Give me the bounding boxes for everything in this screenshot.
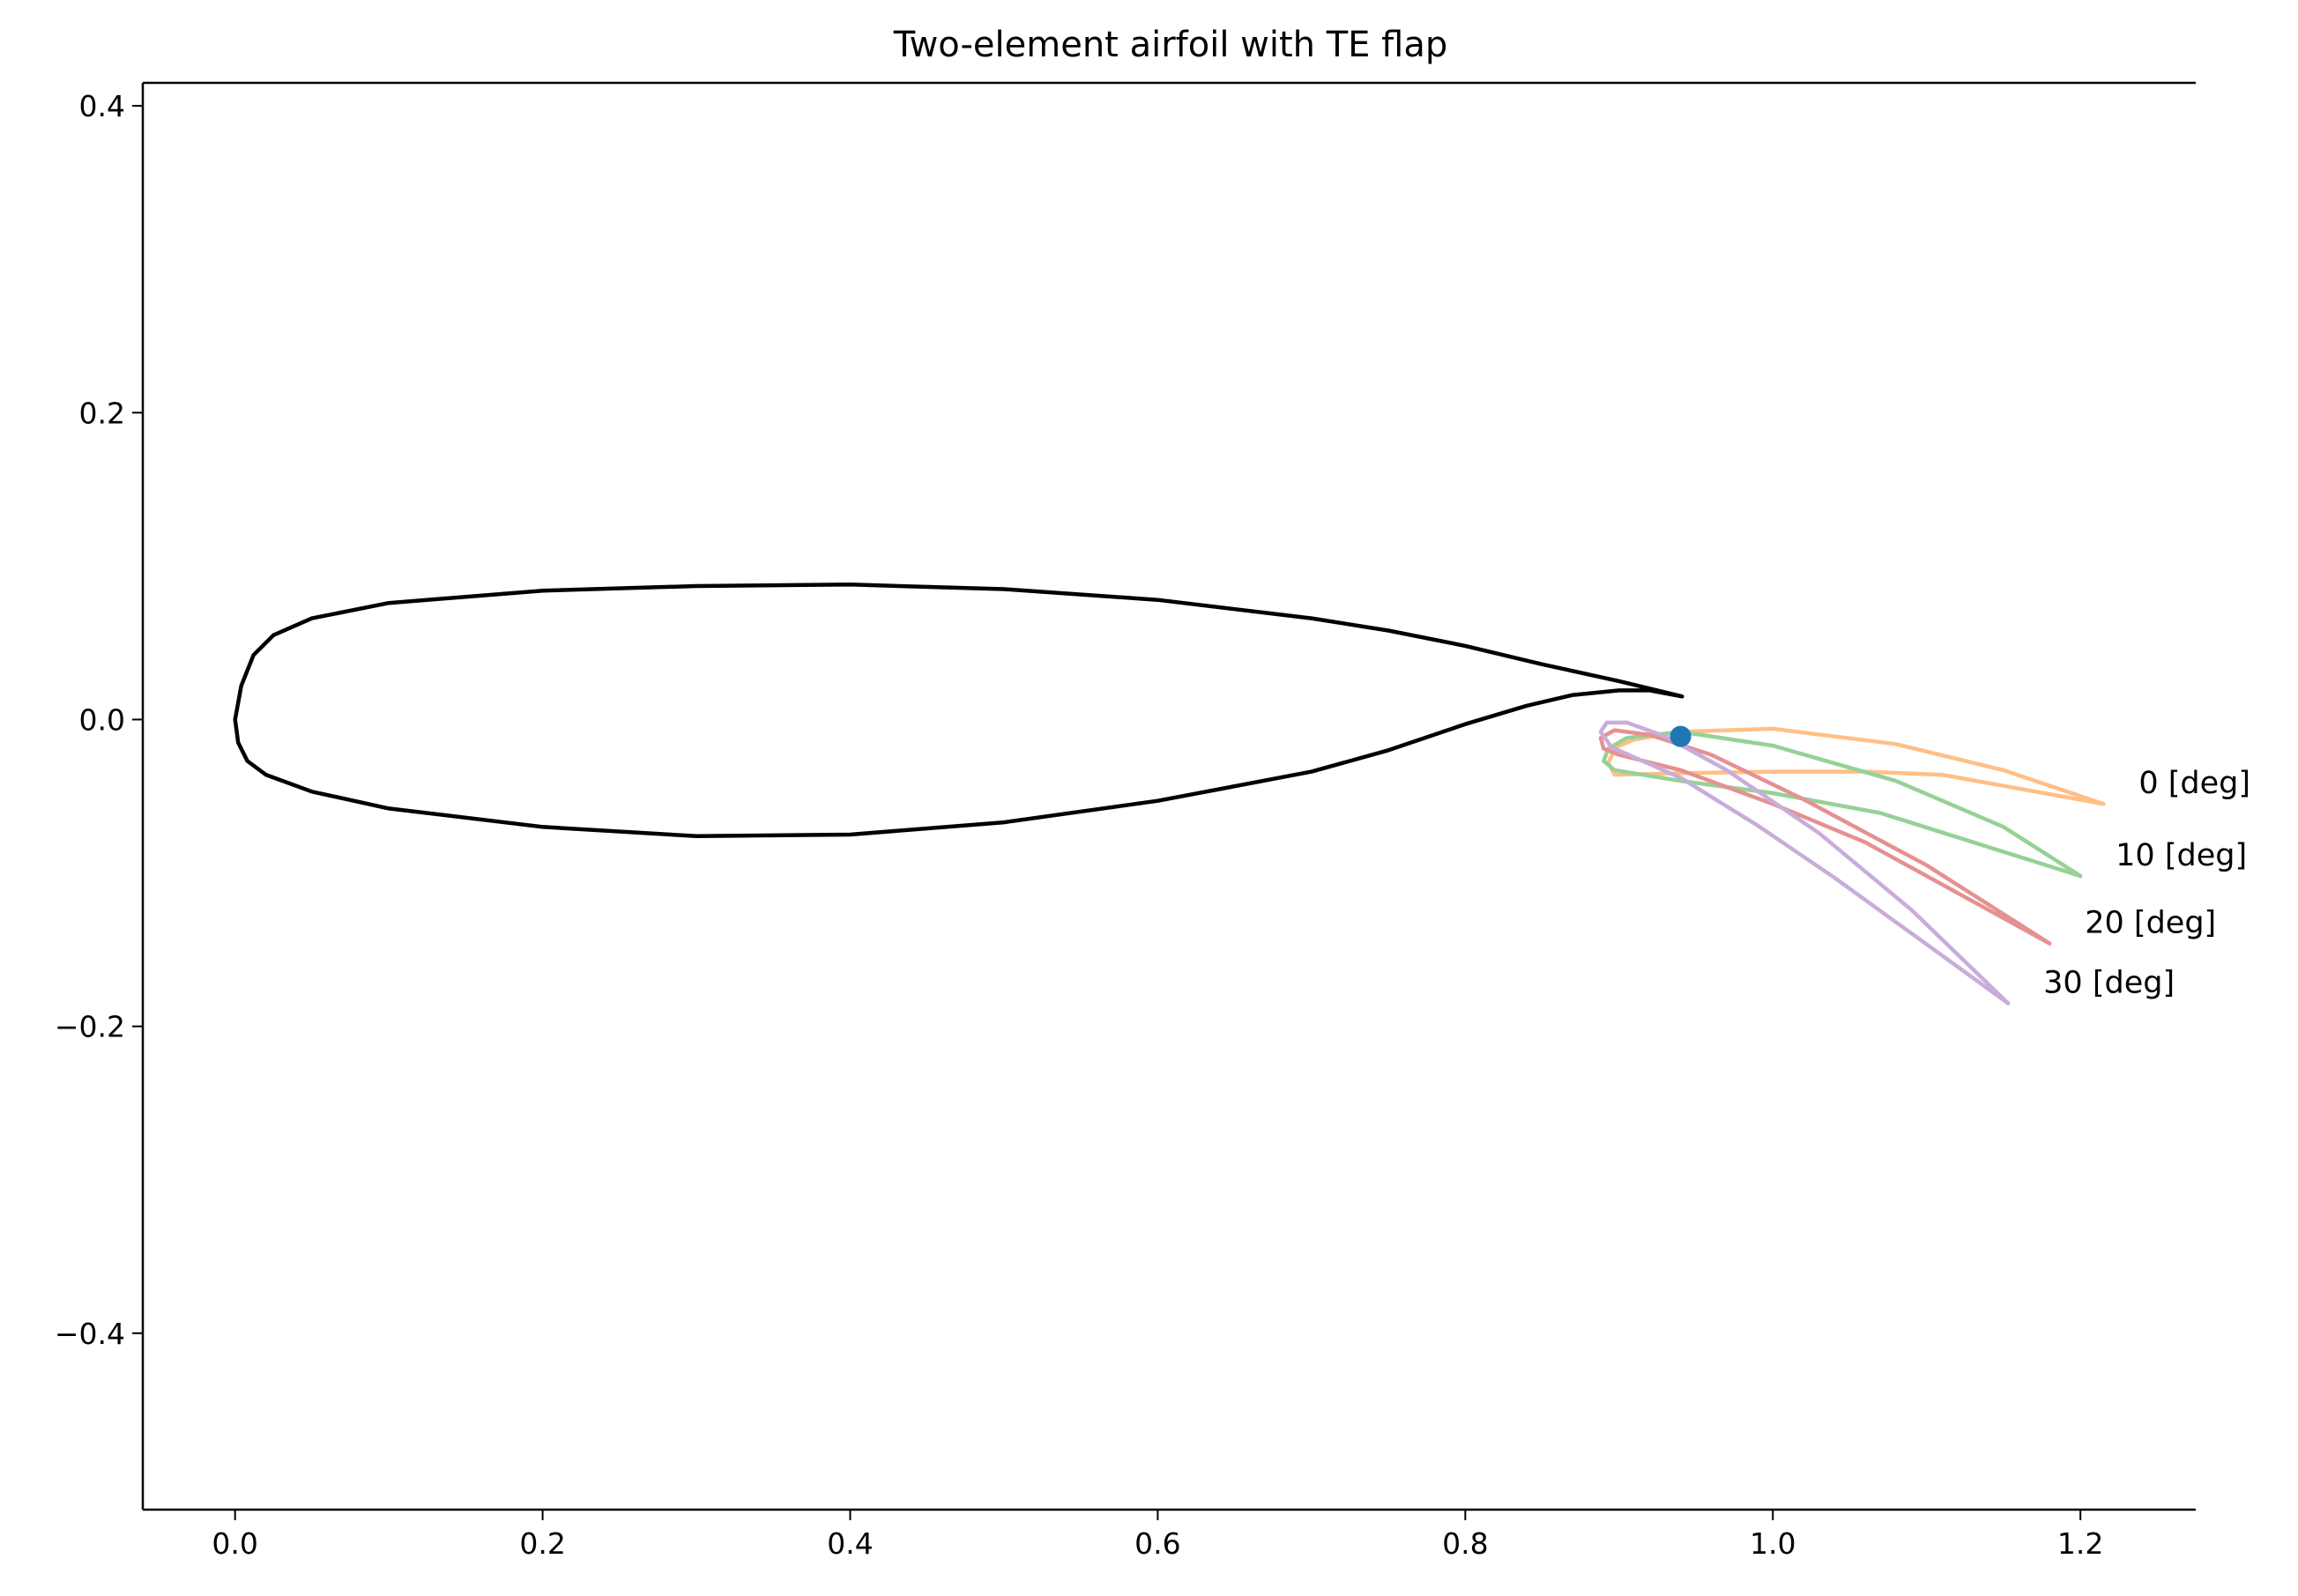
- hinge-point-marker: [1670, 725, 1692, 747]
- x-tick-label: 0.4: [827, 1526, 873, 1561]
- x-tick-label: 1.2: [2057, 1526, 2103, 1561]
- flap-label-2: 20 [deg]: [2085, 906, 2216, 941]
- x-tick-label: 0.2: [519, 1526, 565, 1561]
- flap-label-3: 30 [deg]: [2043, 966, 2175, 1001]
- x-tick-label: 1.0: [1750, 1526, 1796, 1561]
- flap-curve-3: [1598, 720, 2011, 1006]
- y-tick-label: 0.2: [79, 396, 125, 430]
- chart-title: Two-element airfoil with TE flap: [893, 25, 1448, 65]
- y-tick-label: −0.4: [55, 1317, 125, 1351]
- plot-area: 0 [deg] 10 [deg] 20 [deg] 30 [deg]: [233, 583, 2250, 1006]
- y-tick-label: 0.4: [79, 89, 125, 123]
- main-element-curve: [233, 583, 1684, 839]
- x-tick-label: 0.0: [212, 1526, 257, 1561]
- y-tick-label: −0.2: [55, 1010, 125, 1044]
- y-tick-label: 0.0: [79, 702, 125, 737]
- flap-label-1: 10 [deg]: [2116, 838, 2247, 873]
- axes: 0.0 0.2 0.4 0.6 0.8 1.0 1.2 0.4 0.2 0.0 −0.2 −0.4: [55, 81, 2196, 1561]
- flap-curve-0: [1606, 726, 2106, 806]
- x-tick-label: 0.8: [1442, 1526, 1488, 1561]
- flap-label-0: 0 [deg]: [2138, 766, 2250, 801]
- x-tick-label: 0.6: [1134, 1526, 1180, 1561]
